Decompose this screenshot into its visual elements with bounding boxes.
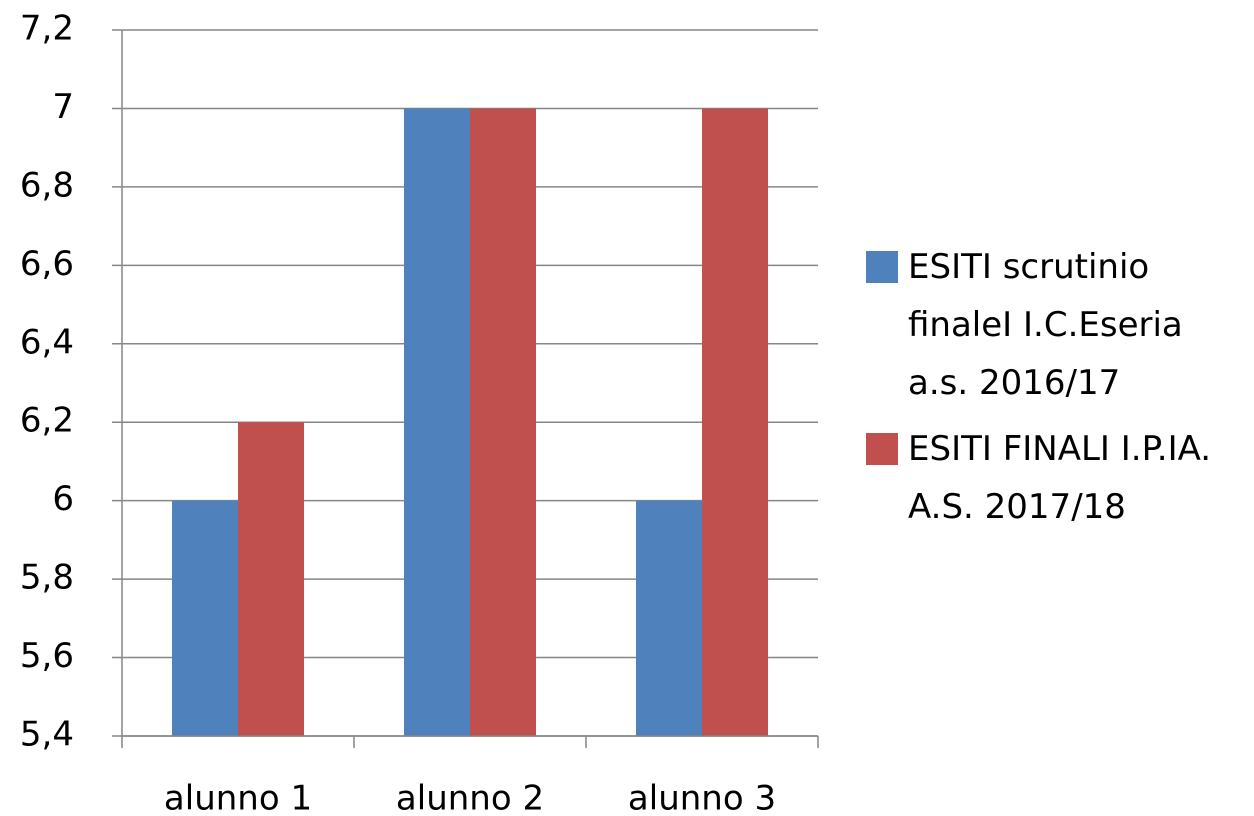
legend-swatch <box>866 433 898 465</box>
legend: ESITI scrutinio finaleI I.C.Eseria a.s. … <box>866 238 1246 544</box>
y-tick-label: 5,4 <box>20 715 74 755</box>
x-tick-label: alunno 2 <box>396 779 544 816</box>
bar <box>172 500 238 736</box>
y-tick-label: 5,6 <box>20 636 74 676</box>
x-tick-label: alunno 1 <box>164 779 312 816</box>
legend-label: ESITI scrutinio finaleI I.C.Eseria a.s. … <box>908 247 1183 403</box>
bar <box>404 108 470 736</box>
legend-swatch <box>866 251 898 283</box>
y-tick-label: 6 <box>52 479 74 519</box>
bar <box>238 422 304 736</box>
legend-label: ESITI FINALI I.P.IA. A.S. 2017/18 <box>908 429 1212 527</box>
y-tick-label: 6,8 <box>20 165 74 205</box>
y-tick-label: 6,2 <box>20 401 74 441</box>
y-tick-label: 7,2 <box>20 9 74 49</box>
y-tick-label: 7 <box>52 87 74 127</box>
y-tick-label: 6,6 <box>20 244 74 284</box>
bar <box>636 500 702 736</box>
y-tick-label: 6,4 <box>20 322 74 362</box>
legend-entry: ESITI FINALI I.P.IA. A.S. 2017/18 <box>866 420 1246 536</box>
legend-entry: ESITI scrutinio finaleI I.C.Eseria a.s. … <box>866 238 1246 412</box>
bar <box>702 108 768 736</box>
x-tick-label: alunno 3 <box>628 779 776 816</box>
y-tick-label: 5,8 <box>20 558 74 598</box>
bar <box>470 108 536 736</box>
